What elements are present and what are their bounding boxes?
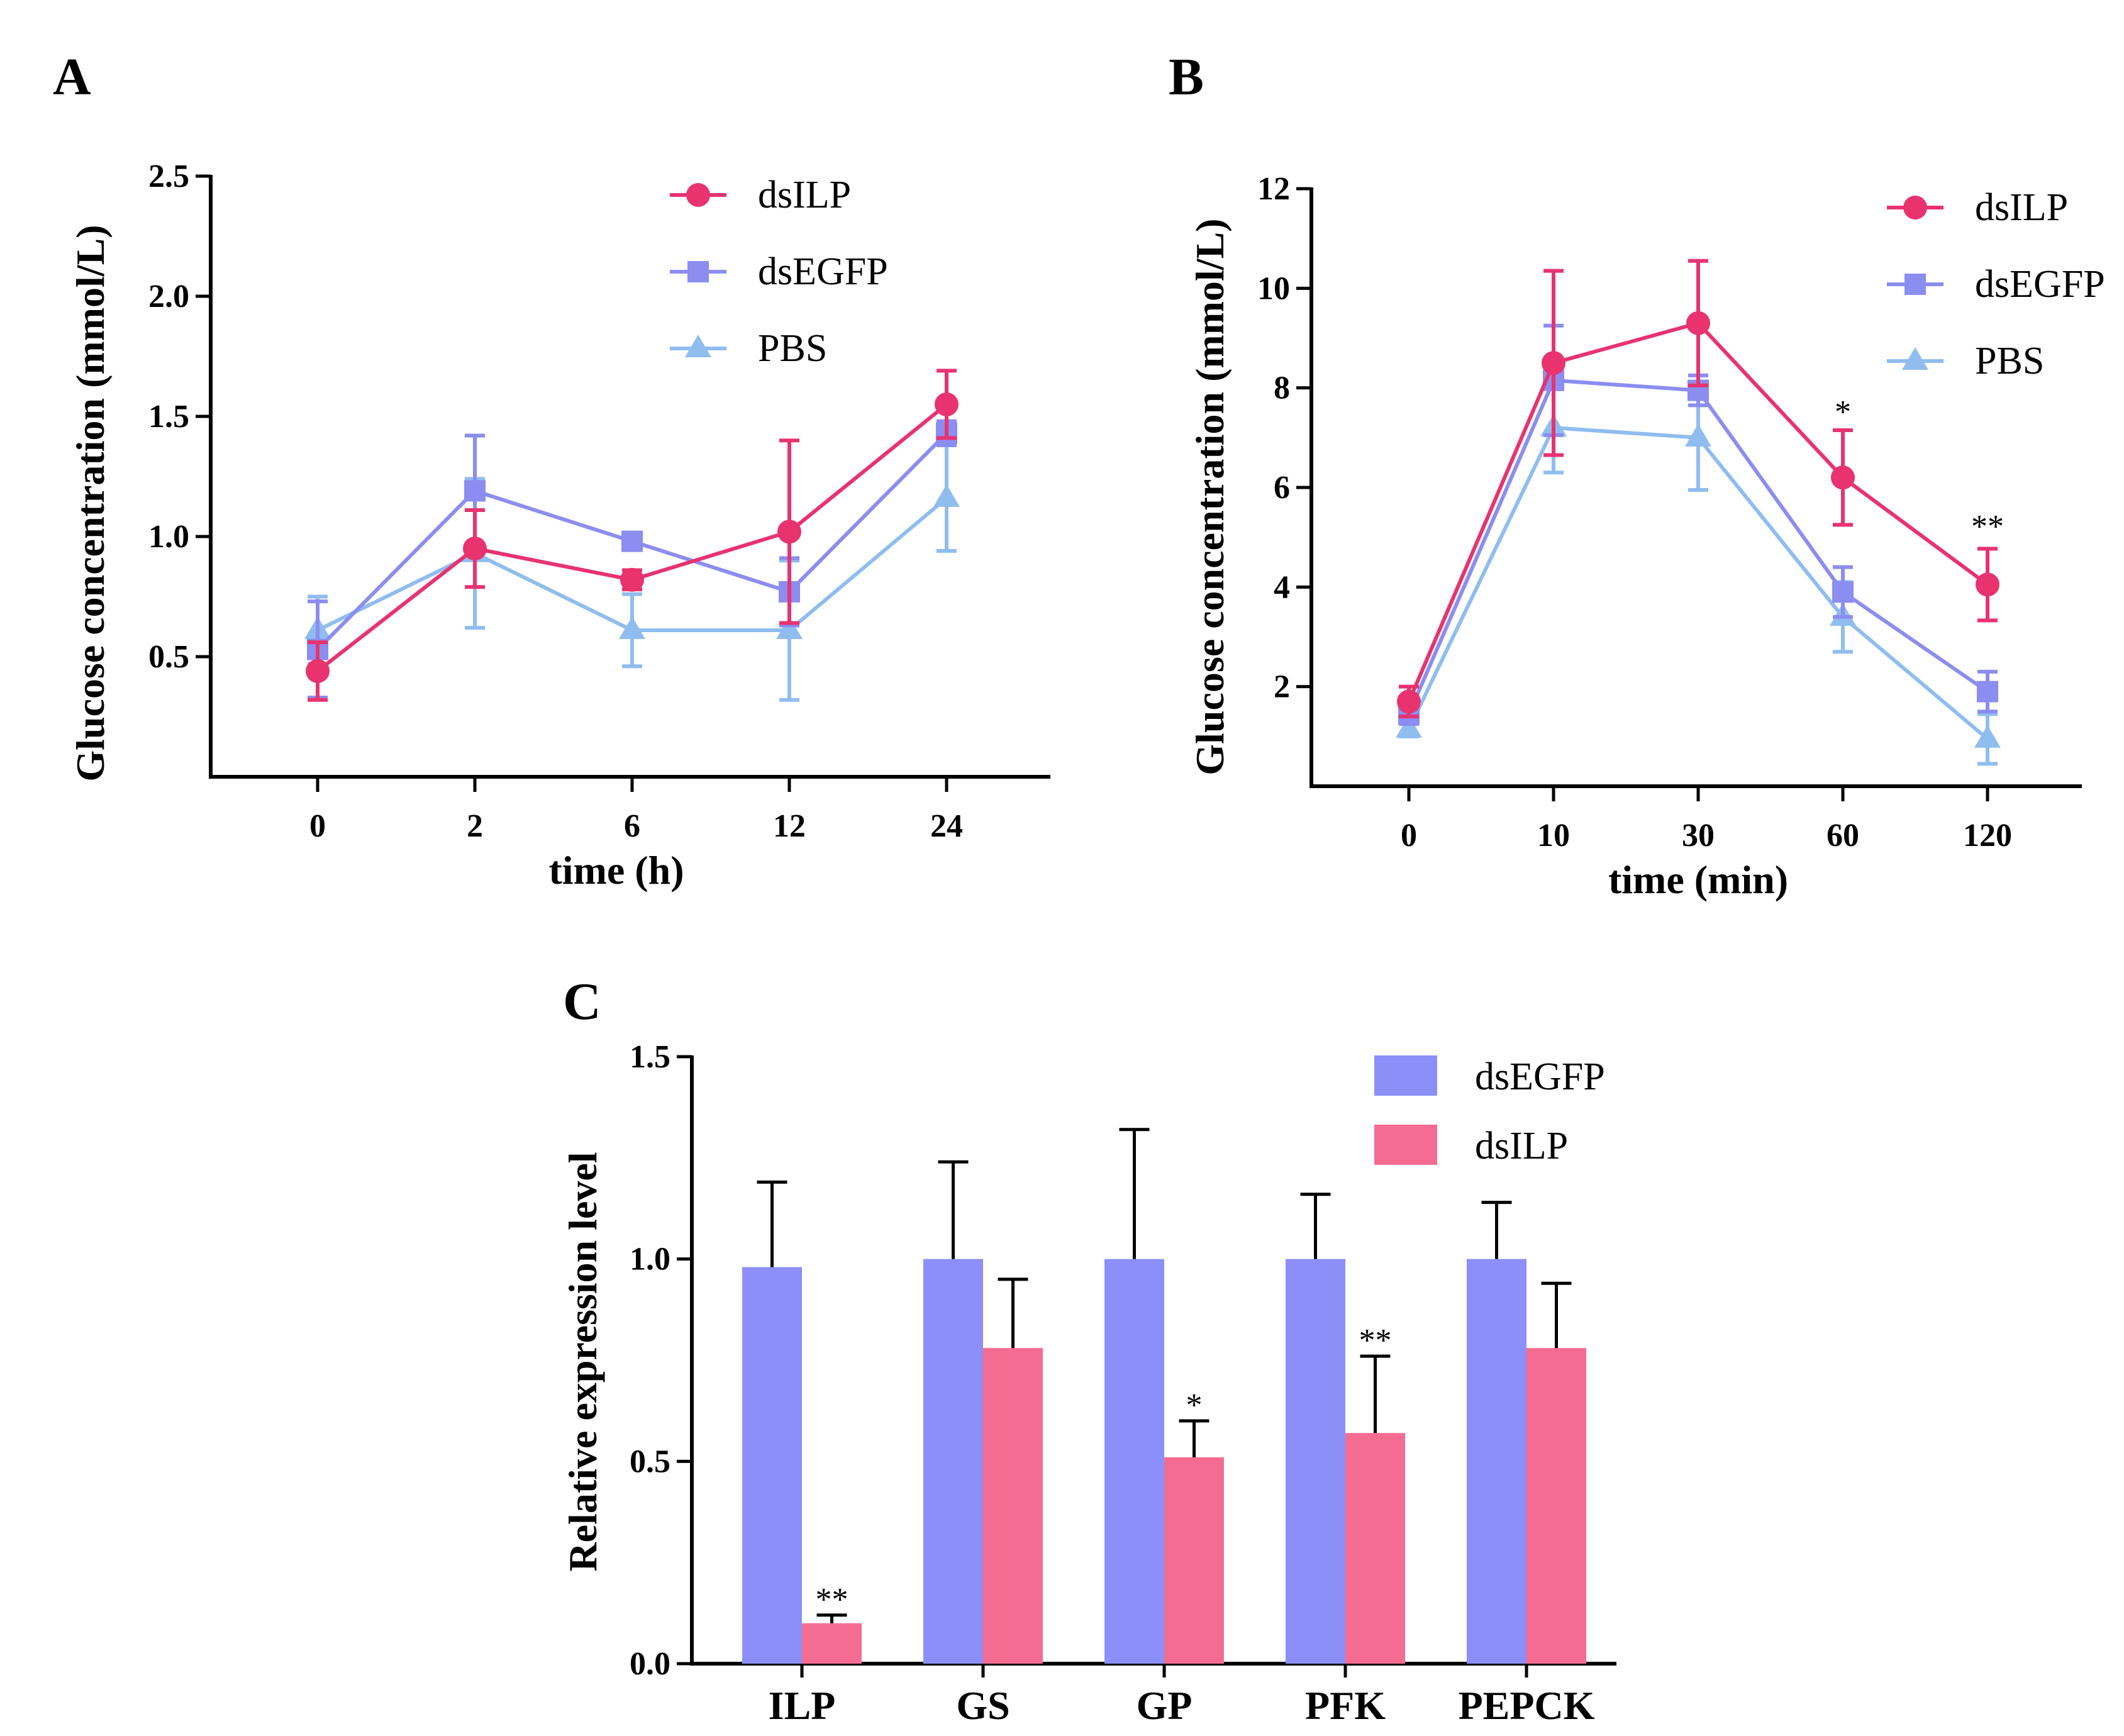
panel-b-x-tick-label: 30 <box>1682 818 1715 854</box>
panel-a-y-tick-label: 1.0 <box>148 519 189 555</box>
panel-a-x-tick-label: 2 <box>467 808 483 844</box>
panel-b-dsilp-point <box>1976 572 1999 597</box>
panel-c-y-tick-label: 1.5 <box>630 1039 670 1075</box>
panel-a-y-axis-title: Glucose concentration (mmol/L) <box>68 225 113 781</box>
panel-b-dsegfp-point <box>1977 681 1998 703</box>
panel-b-dsilp-point <box>1831 465 1855 490</box>
panel-a-x-axis-title: time (h) <box>548 848 684 893</box>
panel-b-dsilp-point <box>1397 689 1421 714</box>
panel-a-x-tick-label: 12 <box>773 808 806 844</box>
panel-b-legend-dsegfp-marker <box>1904 274 1926 295</box>
panel-c-x-tick-label: PEPCK <box>1459 1683 1595 1728</box>
panel-b-dsilp-point <box>1686 311 1710 335</box>
panel-b-x-tick-label: 60 <box>1827 818 1859 854</box>
panel-label-a: A <box>53 48 91 106</box>
panel-a-dsegfp-point <box>621 530 643 552</box>
panel-b-dsegfp-point <box>1832 581 1854 603</box>
panel-a-legend-dsegfp-marker <box>687 261 709 282</box>
panel-c-chart: 0.0 0.5 1.0 1.5 Relative expression level ILP… <box>560 1039 1616 1728</box>
panel-b-x-tick-label: 10 <box>1537 818 1570 854</box>
panel-a-dsilp-point <box>620 567 644 592</box>
panel-b-dsilp-point <box>1542 351 1565 376</box>
panel-a-y-tick-label: 1.5 <box>148 399 189 435</box>
panel-c-dsilp-bar <box>1526 1348 1586 1664</box>
panel-a-x-tick-label: 24 <box>930 808 963 844</box>
panel-b-x-tick-label: 0 <box>1401 818 1417 854</box>
panel-a-dsilp-point <box>777 520 801 544</box>
panel-c-dsegfp-bar <box>742 1267 802 1664</box>
panel-c-dsegfp-bar <box>1467 1259 1526 1664</box>
panel-b-pbs-point <box>1396 715 1422 738</box>
panel-a-dsilp-point <box>463 537 487 561</box>
panel-b-legend-dsilp-marker <box>1903 196 1927 220</box>
panel-c-y-tick-label: 0.5 <box>630 1444 670 1479</box>
panel-a-y-tick-label: 0.5 <box>148 639 189 675</box>
panel-a-chart: 0.5 1.0 1.5 2.0 2.5 0 2 6 12 24 Glucose concentrat… <box>68 159 1050 893</box>
panel-b-y-axis-title: Glucose concentration (mmol/L) <box>1187 218 1232 775</box>
panel-a-x-tick-label: 0 <box>309 808 326 844</box>
panel-c-significance-marker: ** <box>1359 1323 1392 1359</box>
panel-a-legend-dsegfp-label: dsEGFP <box>758 250 888 293</box>
panel-c-legend-dsegfp-label: dsEGFP <box>1475 1055 1605 1098</box>
panel-a-legend-dsilp-marker <box>686 183 710 207</box>
panel-a-pbs-point <box>776 616 803 639</box>
panel-a-dsilp-point <box>935 392 959 416</box>
panel-a-pbs-point <box>619 616 645 639</box>
panel-b-legend-pbs-marker <box>1902 347 1928 370</box>
panel-c-x-tick-label: PFK <box>1305 1683 1386 1728</box>
panel-b-y-tick-label: 12 <box>1257 171 1290 207</box>
panel-b-significance-marker: ** <box>1971 509 2004 545</box>
panel-b-pbs-point <box>1974 725 2001 748</box>
panel-label-c: C <box>563 972 601 1031</box>
panel-b-significance-marker: * <box>1835 394 1851 430</box>
panel-a-legend-pbs-marker <box>685 335 711 357</box>
panel-c-y-axis-title: Relative expression level <box>560 1152 605 1571</box>
panel-b-legend-dsilp-label: dsILP <box>1975 186 2068 229</box>
panel-c-dsilp-bar <box>1345 1433 1405 1664</box>
panel-c-y-tick-label: 1.0 <box>630 1242 670 1277</box>
panel-c-dsilp-bar <box>1164 1457 1224 1664</box>
panel-a-pbs-point <box>933 484 960 507</box>
panel-c-dsegfp-bar <box>1104 1259 1164 1664</box>
panel-a-y-tick-label: 2.5 <box>148 159 189 194</box>
panel-b-y-tick-label: 6 <box>1274 470 1290 506</box>
panel-c-x-tick-label: GS <box>956 1683 1009 1728</box>
panel-c-y-tick-label: 0.0 <box>630 1646 670 1682</box>
panel-a-dsilp-point <box>306 659 330 683</box>
panel-b-x-tick-label: 120 <box>1963 818 2012 854</box>
panel-a-legend-dsilp-label: dsILP <box>758 174 851 216</box>
panel-c-legend-dsegfp-swatch <box>1374 1055 1437 1096</box>
panel-b-y-tick-label: 8 <box>1274 370 1290 406</box>
panel-c-x-tick-label: GP <box>1137 1683 1193 1728</box>
panel-c-dsilp-bar <box>802 1623 862 1664</box>
panel-a-dsegfp-point <box>464 480 486 502</box>
panel-c-significance-marker: ** <box>816 1582 848 1618</box>
panel-b-y-tick-label: 2 <box>1274 669 1290 705</box>
panel-b-pbs-point <box>1685 423 1711 447</box>
panel-label-b: B <box>1169 48 1204 106</box>
panel-c-legend-dsilp-label: dsILP <box>1475 1125 1568 1167</box>
panel-b-y-tick-label: 4 <box>1274 569 1290 605</box>
panel-a-legend-pbs-label: PBS <box>758 327 827 370</box>
panel-a-x-tick-label: 6 <box>624 808 640 844</box>
panel-c-significance-marker: * <box>1186 1388 1203 1423</box>
panel-b-legend-pbs-label: PBS <box>1975 340 2044 382</box>
panel-c-x-tick-label: ILP <box>769 1683 836 1728</box>
panel-b-legend-dsegfp-label: dsEGFP <box>1975 263 2105 306</box>
panel-b-x-axis-title: time (min) <box>1608 857 1788 902</box>
panel-c-dsegfp-bar <box>923 1259 983 1664</box>
panel-b-y-tick-label: 10 <box>1257 270 1290 306</box>
panel-c-legend-dsilp-swatch <box>1374 1125 1437 1165</box>
panel-c-dsilp-bar <box>983 1348 1043 1664</box>
panel-a-y-tick-label: 2.0 <box>148 279 189 314</box>
panel-c-dsegfp-bar <box>1286 1259 1345 1664</box>
